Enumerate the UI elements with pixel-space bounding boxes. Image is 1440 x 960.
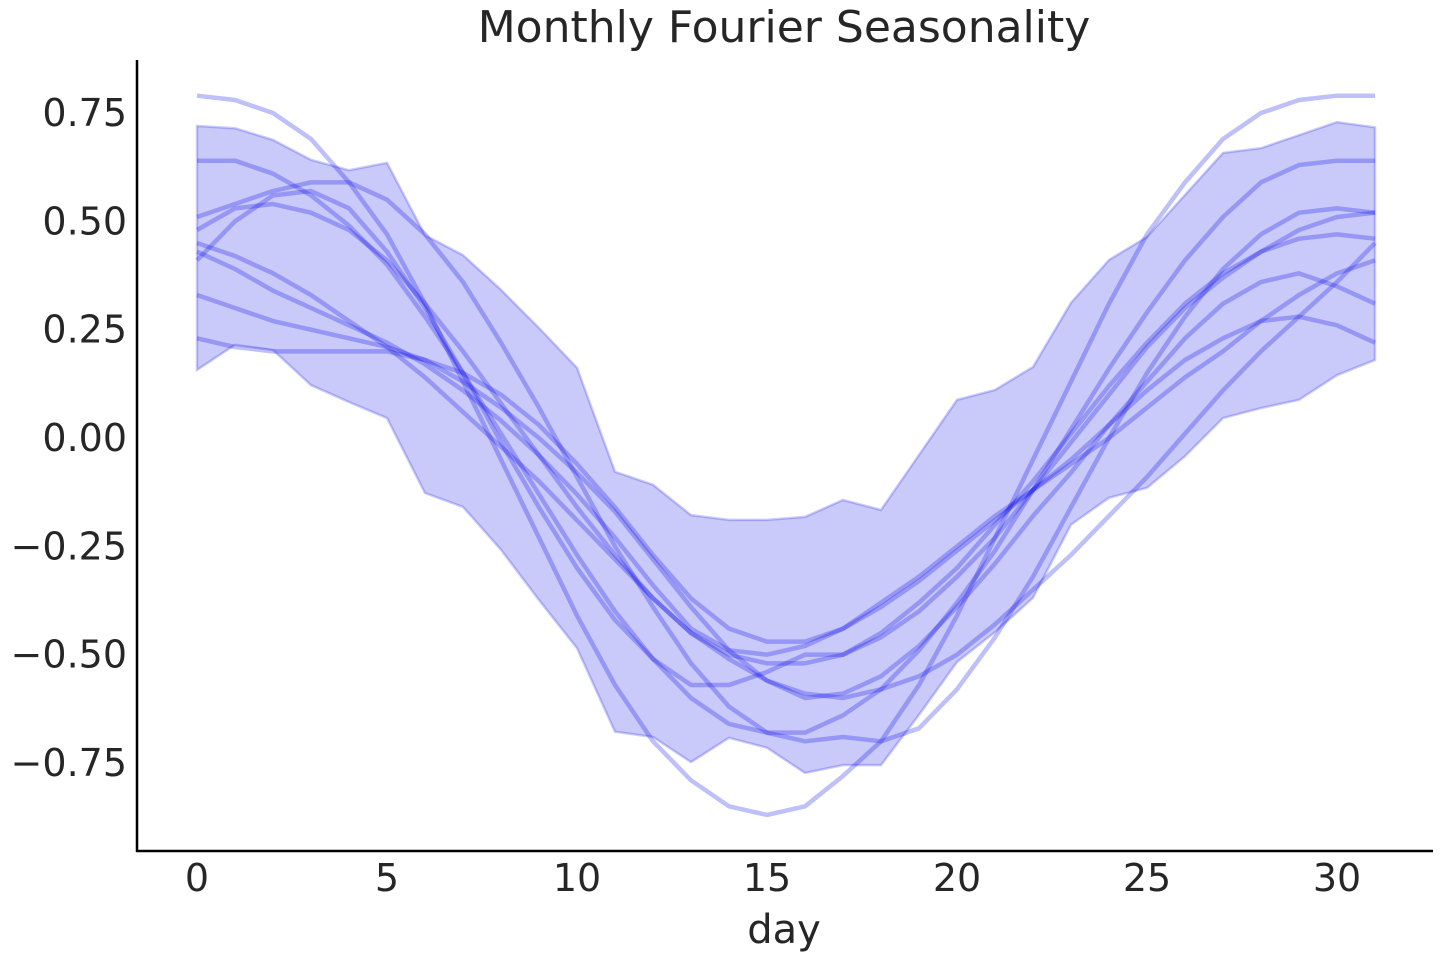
series-line-7 — [196, 271, 1376, 701]
y-tick-label: 0.25 — [42, 308, 127, 352]
chart-title: Monthly Fourier Seasonality — [478, 2, 1091, 53]
x-tick-label: 30 — [1313, 856, 1361, 900]
series-line-5 — [195, 188, 1376, 688]
series-line-2 — [197, 158, 1375, 735]
x-tick-label: 20 — [933, 856, 981, 900]
series-lines-layer — [195, 93, 1377, 818]
x-axis-label: day — [747, 907, 821, 953]
series-line-8 — [196, 314, 1376, 644]
y-tick-labels: 0.75 0.50 0.25 0.00 −0.25 −0.50 −0.75 — [11, 91, 127, 785]
x-tick-label: 10 — [553, 856, 601, 900]
x-tick-label: 5 — [375, 856, 399, 900]
series-line-9 — [196, 240, 1377, 701]
y-tick-label: 0.75 — [42, 91, 127, 135]
x-tick-label: 15 — [743, 856, 791, 900]
series-line-3 — [196, 180, 1376, 744]
credible-band-layer — [195, 120, 1377, 775]
y-tick-label: 0.50 — [42, 199, 127, 243]
y-tick-label: −0.25 — [11, 524, 127, 568]
y-tick-label: −0.50 — [11, 633, 127, 677]
y-tick-label: 0.00 — [42, 416, 127, 460]
x-tick-label: 0 — [185, 856, 209, 900]
series-line-1 — [196, 93, 1375, 818]
series-line-6 — [196, 249, 1376, 657]
credible-band — [195, 120, 1377, 775]
y-tick-label: −0.75 — [11, 741, 127, 785]
x-tick-labels: 0 5 10 15 20 25 30 — [185, 856, 1361, 900]
x-tick-label: 25 — [1123, 856, 1171, 900]
series-line-4 — [195, 201, 1376, 666]
